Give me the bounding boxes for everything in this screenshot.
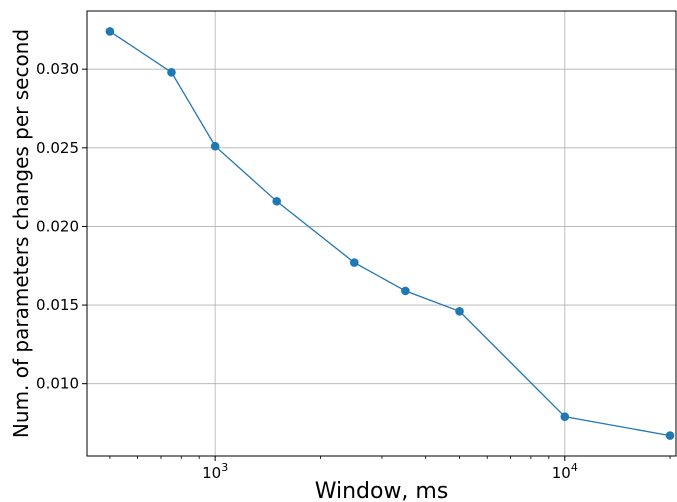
data-point — [401, 286, 410, 296]
y-tick-label: 0.010 — [36, 375, 79, 393]
series — [105, 27, 675, 440]
series-line — [109, 30, 671, 437]
y-tick-label: 0.015 — [36, 296, 79, 314]
data-point — [105, 27, 115, 36]
plot-frame — [86, 10, 677, 457]
x-tick-label: 104 — [552, 461, 578, 482]
y-tick-label: 0.025 — [36, 139, 79, 157]
x-tick-base: 10 — [552, 464, 571, 482]
x-axis-label: Window, ms — [315, 479, 449, 502]
grid — [87, 11, 676, 456]
x-axis-ticks: 103 104 — [202, 456, 578, 482]
y-tick-label: 0.030 — [36, 60, 79, 78]
data-point — [272, 196, 282, 206]
x-tick-exponent: 4 — [571, 461, 578, 474]
x-tick-exponent: 3 — [221, 461, 228, 474]
data-point — [167, 68, 176, 77]
data-point — [560, 412, 570, 421]
y-axis-label: Num. of parameters changes per second — [9, 29, 33, 438]
x-tick-base: 10 — [202, 464, 221, 482]
data-point — [665, 431, 675, 440]
y-tick-label: 0.020 — [36, 217, 79, 235]
x-tick-label: 103 — [202, 461, 228, 482]
y-axis-ticks: 0.010 0.015 0.020 0.025 0.030 — [36, 60, 87, 393]
data-point — [349, 258, 359, 267]
data-point — [210, 141, 220, 151]
data-point — [455, 307, 464, 316]
